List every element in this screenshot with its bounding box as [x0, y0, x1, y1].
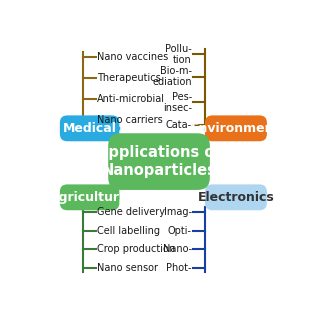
Text: Agriculture: Agriculture: [50, 191, 129, 204]
FancyBboxPatch shape: [108, 133, 210, 190]
FancyBboxPatch shape: [60, 184, 119, 210]
Text: Pollu-
tion: Pollu- tion: [165, 44, 192, 65]
Text: Bio-m-
ediation: Bio-m- ediation: [152, 66, 192, 87]
FancyBboxPatch shape: [60, 116, 119, 141]
Text: Cell labelling: Cell labelling: [97, 226, 160, 236]
Text: Environment: Environment: [191, 122, 281, 135]
Text: Imag-: Imag-: [164, 207, 192, 217]
Text: Electronics: Electronics: [197, 191, 274, 204]
Text: Therapeutics: Therapeutics: [97, 73, 160, 83]
Text: Nano vaccines: Nano vaccines: [97, 52, 168, 62]
Text: Pes-
insec-: Pes- insec-: [163, 92, 192, 113]
Text: Medical: Medical: [63, 122, 116, 135]
Text: Phot-: Phot-: [166, 262, 192, 273]
Text: Nano-: Nano-: [163, 244, 192, 254]
FancyBboxPatch shape: [205, 184, 267, 210]
Text: Applications of
Nanoparticles: Applications of Nanoparticles: [97, 145, 221, 178]
Text: Anti-microbial: Anti-microbial: [97, 94, 164, 104]
FancyBboxPatch shape: [205, 116, 267, 141]
Text: Crop production: Crop production: [97, 244, 175, 254]
Text: Nano sensor: Nano sensor: [97, 262, 157, 273]
Text: Cata-: Cata-: [166, 120, 192, 130]
Text: Nano carriers: Nano carriers: [97, 115, 162, 125]
Text: Gene delivery: Gene delivery: [97, 207, 164, 217]
Text: Opti-: Opti-: [168, 226, 192, 236]
